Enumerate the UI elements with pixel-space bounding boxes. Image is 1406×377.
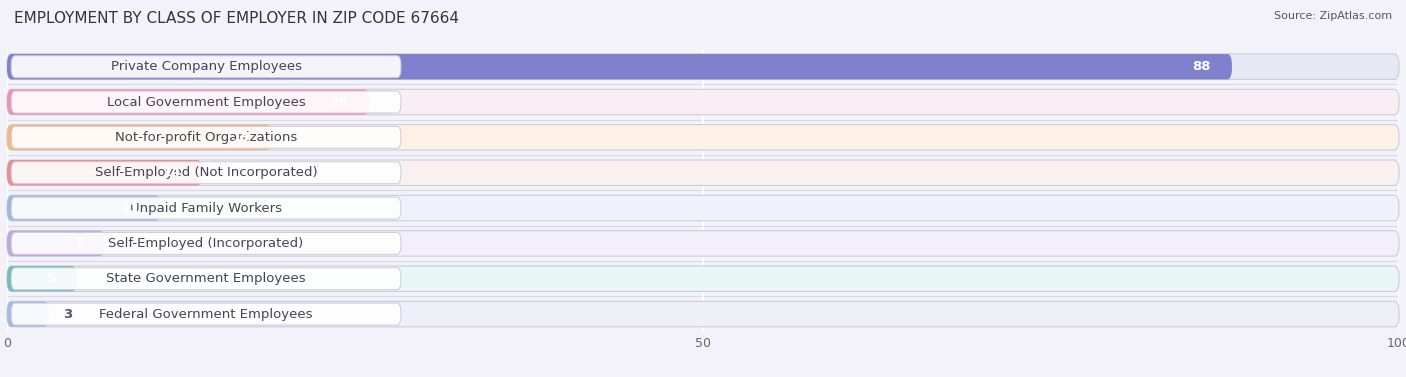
FancyBboxPatch shape (7, 301, 49, 327)
FancyBboxPatch shape (7, 125, 1399, 150)
FancyBboxPatch shape (7, 160, 202, 185)
FancyBboxPatch shape (11, 233, 401, 254)
FancyBboxPatch shape (11, 56, 401, 78)
FancyBboxPatch shape (11, 126, 401, 148)
Text: 5: 5 (46, 272, 56, 285)
Text: Federal Government Employees: Federal Government Employees (100, 308, 312, 320)
FancyBboxPatch shape (7, 89, 1399, 115)
FancyBboxPatch shape (7, 301, 1399, 327)
FancyBboxPatch shape (7, 54, 1399, 80)
Text: EMPLOYMENT BY CLASS OF EMPLOYER IN ZIP CODE 67664: EMPLOYMENT BY CLASS OF EMPLOYER IN ZIP C… (14, 11, 460, 26)
Text: Private Company Employees: Private Company Employees (111, 60, 301, 73)
Text: 14: 14 (163, 166, 181, 179)
Text: Unpaid Family Workers: Unpaid Family Workers (131, 202, 283, 215)
FancyBboxPatch shape (11, 162, 401, 184)
FancyBboxPatch shape (11, 91, 401, 113)
Text: Local Government Employees: Local Government Employees (107, 95, 305, 109)
FancyBboxPatch shape (7, 266, 77, 291)
Text: State Government Employees: State Government Employees (107, 272, 307, 285)
Text: Source: ZipAtlas.com: Source: ZipAtlas.com (1274, 11, 1392, 21)
FancyBboxPatch shape (7, 231, 1399, 256)
Text: 7: 7 (75, 237, 83, 250)
FancyBboxPatch shape (7, 266, 1399, 291)
Text: Self-Employed (Incorporated): Self-Employed (Incorporated) (108, 237, 304, 250)
Text: 88: 88 (1192, 60, 1211, 73)
FancyBboxPatch shape (7, 89, 368, 115)
FancyBboxPatch shape (11, 268, 401, 290)
Text: 19: 19 (232, 131, 250, 144)
FancyBboxPatch shape (7, 54, 1232, 80)
FancyBboxPatch shape (7, 231, 104, 256)
FancyBboxPatch shape (7, 195, 1399, 221)
FancyBboxPatch shape (7, 195, 160, 221)
FancyBboxPatch shape (11, 303, 401, 325)
Text: Not-for-profit Organizations: Not-for-profit Organizations (115, 131, 297, 144)
Text: Self-Employed (Not Incorporated): Self-Employed (Not Incorporated) (94, 166, 318, 179)
FancyBboxPatch shape (11, 197, 401, 219)
Text: 26: 26 (329, 95, 349, 109)
Text: 3: 3 (63, 308, 72, 320)
Text: 11: 11 (121, 202, 139, 215)
FancyBboxPatch shape (7, 125, 271, 150)
FancyBboxPatch shape (7, 160, 1399, 185)
